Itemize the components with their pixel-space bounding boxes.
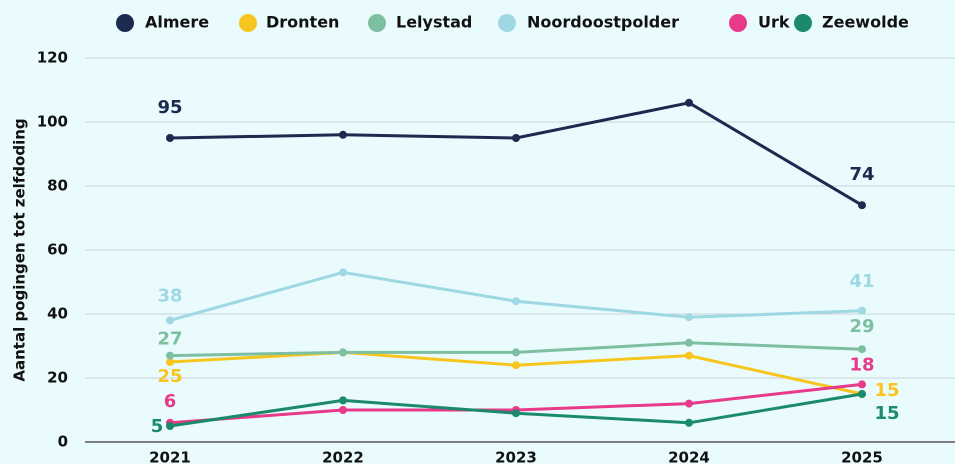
y-tick-label: 40 <box>47 305 68 323</box>
y-tick-label: 100 <box>37 113 68 131</box>
data-point <box>858 201 866 210</box>
legend-marker <box>498 14 516 32</box>
legend-marker <box>239 14 257 32</box>
data-point <box>858 390 866 398</box>
data-label: 95 <box>157 97 182 118</box>
y-tick-label: 60 <box>47 241 68 259</box>
legend-label: Zeewolde <box>822 13 909 32</box>
legend-marker <box>368 14 386 32</box>
y-tick-label: 80 <box>47 177 68 195</box>
x-tick-label: 2022 <box>322 449 364 464</box>
data-point <box>512 348 520 357</box>
data-point <box>339 348 347 357</box>
data-point <box>339 406 347 414</box>
series-line <box>169 350 863 396</box>
data-point <box>858 306 866 315</box>
data-point <box>512 134 520 142</box>
data-label: 6 <box>164 391 177 412</box>
data-label: 38 <box>157 285 182 306</box>
data-point <box>858 380 866 389</box>
legend-label: Lelystad <box>396 13 472 32</box>
series-line <box>169 101 863 207</box>
x-tick-label: 2025 <box>841 449 883 464</box>
data-label: 29 <box>849 316 874 337</box>
data-point <box>166 351 174 360</box>
data-label: 18 <box>849 354 874 375</box>
data-label: 27 <box>157 329 182 350</box>
data-point <box>685 98 693 107</box>
y-tick-label: 120 <box>37 49 68 67</box>
x-tick-label: 2023 <box>495 449 537 464</box>
data-label: 15 <box>874 380 899 401</box>
y-axis-label: Aantal pogingen tot zelfdoding <box>11 118 29 381</box>
legend-marker <box>794 14 812 32</box>
legend-label: Urk <box>758 13 790 32</box>
data-point <box>512 409 520 418</box>
legend-marker <box>116 14 134 32</box>
data-point <box>685 418 693 427</box>
legend-marker <box>729 14 747 32</box>
legend-label: Noordoostpolder <box>527 13 679 32</box>
legend-label: Almere <box>145 13 209 32</box>
y-tick-label: 20 <box>47 369 68 387</box>
data-point <box>166 422 174 430</box>
data-point <box>685 313 693 322</box>
data-label: 74 <box>849 164 874 185</box>
data-point <box>166 358 174 366</box>
data-point <box>339 130 347 139</box>
data-point <box>512 361 520 370</box>
data-label: 41 <box>849 271 874 292</box>
data-label: 15 <box>874 403 899 424</box>
data-label: 25 <box>157 366 182 387</box>
data-point <box>858 345 866 354</box>
data-point <box>512 297 520 306</box>
x-tick-label: 2021 <box>149 449 191 464</box>
x-tick-label: 2024 <box>668 449 710 464</box>
legend-label: Dronten <box>266 13 339 32</box>
data-point <box>166 316 174 325</box>
data-point <box>339 268 347 277</box>
data-point <box>685 399 693 408</box>
data-point <box>339 396 347 405</box>
series-line <box>169 270 863 322</box>
y-tick-label: 0 <box>58 433 68 451</box>
data-label: 5 <box>151 416 164 437</box>
data-point <box>166 134 174 142</box>
data-point <box>685 338 693 347</box>
data-point <box>685 351 693 360</box>
